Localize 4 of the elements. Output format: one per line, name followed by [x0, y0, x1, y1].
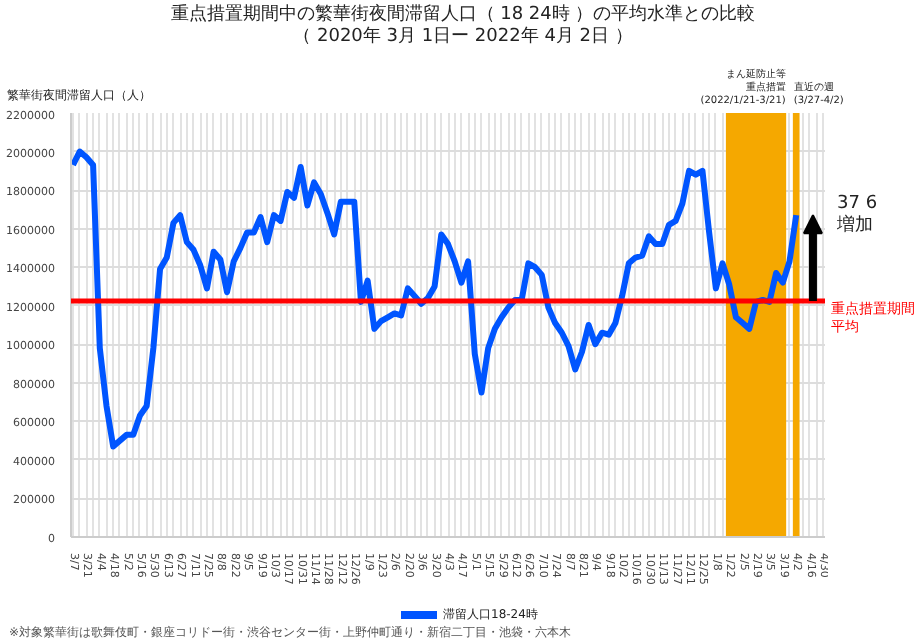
chart-title: 重点措置期間中の繁華街夜間滞留人口（ 18 24時 ）の平均水準との比較 — [170, 3, 756, 25]
annotation: 37 6 増加 — [835, 194, 878, 237]
line-series — [71, 148, 800, 450]
chart-subtitle: （ 2020年 3月 1日ー 2022年 4月 2日 ） — [293, 25, 633, 47]
